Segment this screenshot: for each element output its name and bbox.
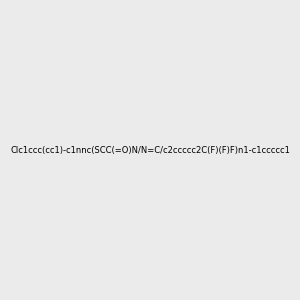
Text: Clc1ccc(cc1)-c1nnc(SCC(=O)N/N=C/c2ccccc2C(F)(F)F)n1-c1ccccc1: Clc1ccc(cc1)-c1nnc(SCC(=O)N/N=C/c2ccccc2… xyxy=(10,146,290,154)
